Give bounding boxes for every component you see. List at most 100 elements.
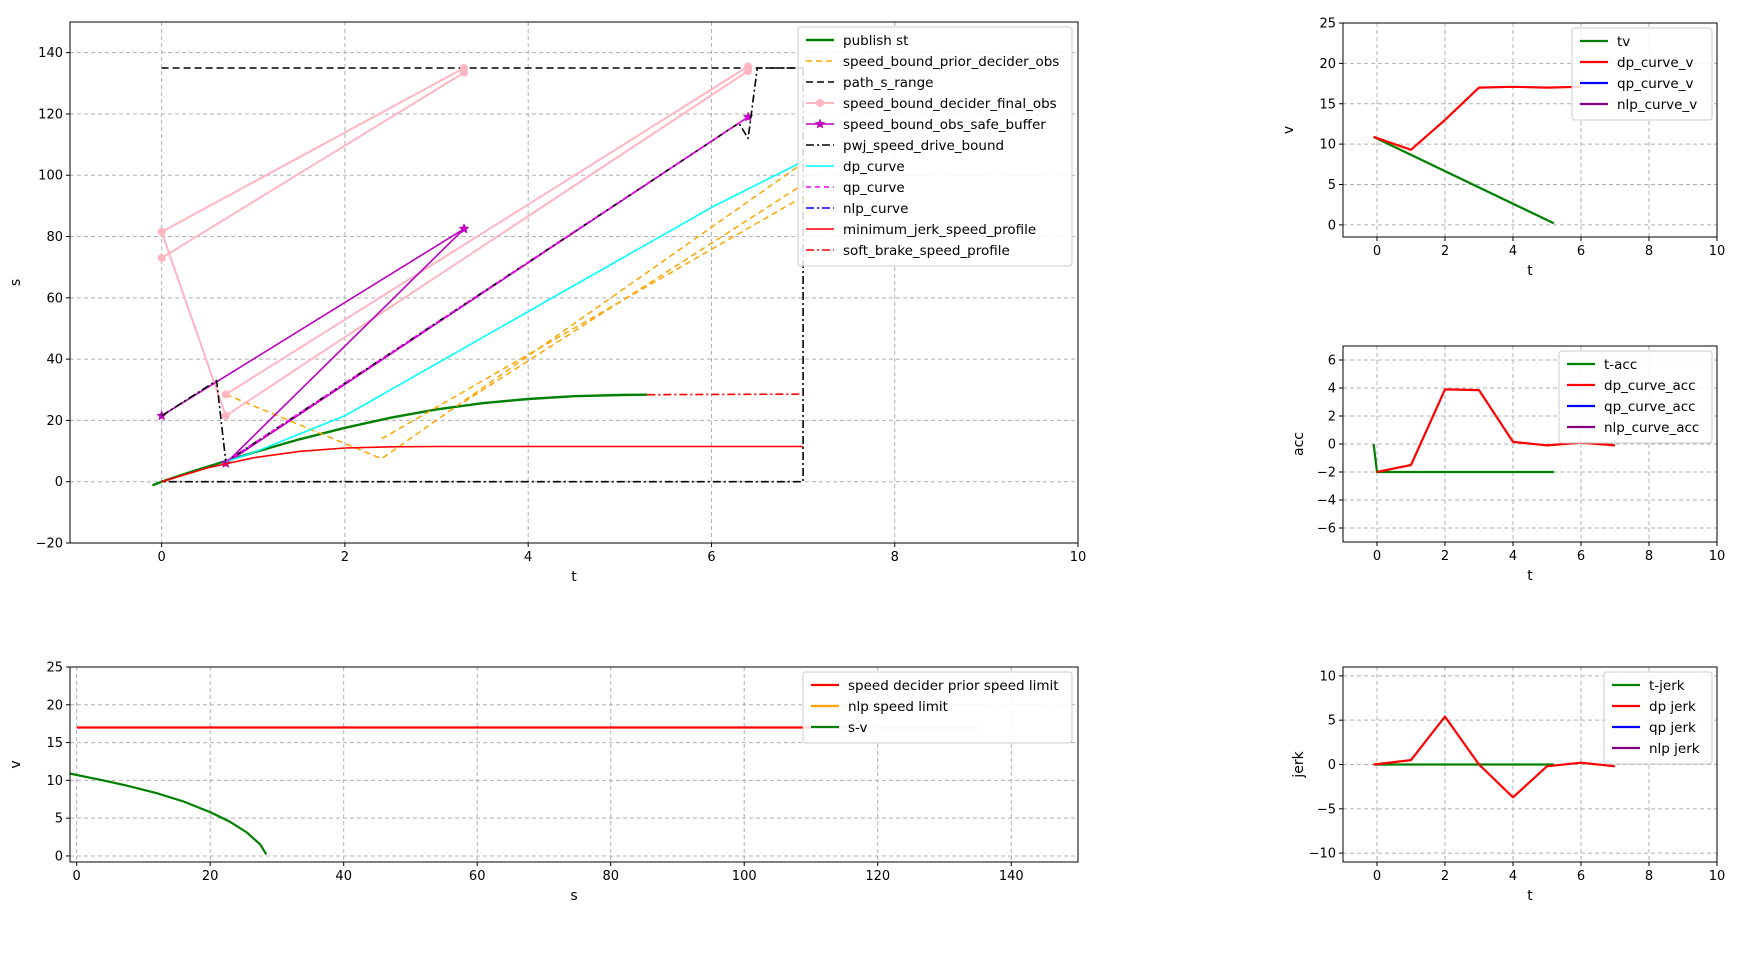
legend-box <box>797 26 1073 267</box>
x-tick-label: 6 <box>1577 869 1585 884</box>
x-tick-label: 60 <box>469 869 486 884</box>
x-tick-label: 8 <box>1645 244 1653 259</box>
y-tick-label: 25 <box>46 661 63 676</box>
y-tick-label: −10 <box>1309 847 1336 862</box>
chart-sv: 0 20 40 60 80 100 120 140 0 5 10 15 20 25 s v speed deci… <box>8 661 1079 904</box>
x-tick-label: 10 <box>1709 244 1726 259</box>
series-speed-bound-obs-safe-buffer-point <box>458 223 470 234</box>
legend-nlp-curve-acc-label: nlp_curve_acc <box>1604 420 1699 436</box>
legend-qp-curve-label: qp_curve <box>843 180 905 196</box>
legend-dp-curve-label: dp_curve <box>843 159 905 175</box>
axes-frame <box>1342 22 1718 238</box>
series-dp-curve-line <box>225 160 804 463</box>
legend-speed-bound-prior-decider-obs-label: speed_bound_prior_decider_obs <box>843 54 1059 70</box>
x-tick-label: 10 <box>1709 549 1726 564</box>
legend: tv dp_curve_v qp_curve_v nlp_curve_v <box>1571 27 1713 121</box>
x-tick-label: 2 <box>1441 244 1449 259</box>
series-pwj-speed-drive-bound-line <box>161 68 804 483</box>
x-tick-label: 6 <box>1577 244 1585 259</box>
x-tick-label: 0 <box>1373 549 1381 564</box>
x-axis-label: t <box>1527 888 1533 904</box>
x-tick-label: 6 <box>1577 549 1585 564</box>
legend-nlp-curve-v-label: nlp_curve_v <box>1617 97 1697 113</box>
series-minimum-jerk-speed-profile-line <box>161 445 804 483</box>
y-axis-label: acc <box>1291 432 1307 456</box>
series-speed-bound-decider-final-obs-point <box>744 67 753 76</box>
legend-speed-bound-obs-safe-buffer-label: speed_bound_obs_safe_buffer <box>843 117 1046 133</box>
y-tick-label: 0 <box>55 849 63 864</box>
y-tick-label: 0 <box>55 475 63 490</box>
x-tick-label: 6 <box>707 550 715 565</box>
x-tick-label: 0 <box>73 869 81 884</box>
legend: t-acc dp_curve_acc qp_curve_acc nlp_curve_a… <box>1558 350 1713 444</box>
y-tick-label: −5 <box>1317 802 1336 817</box>
y-tick-label: −20 <box>36 537 63 552</box>
y-tick-label: 40 <box>46 353 63 368</box>
x-tick-label: 2 <box>1441 869 1449 884</box>
x-axis-label: s <box>570 888 577 904</box>
series-speed-bound-decider-final-obs-line <box>161 71 465 259</box>
series-speed-bound-decider-final-obs-point <box>157 227 166 236</box>
series-dp-jerk-line <box>1373 715 1616 799</box>
chart-jerk: 0 2 4 6 8 10 −10 −5 0 5 10 t jerk t-jerk dp jerk qp jer… <box>1291 666 1726 904</box>
series-speed-bound-decider-final-obs-line <box>225 65 749 396</box>
x-tick-label: 40 <box>335 869 352 884</box>
legend-speed-decider-prior-speed-limit-label: speed decider prior speed limit <box>848 678 1059 694</box>
y-tick-label: 15 <box>1319 97 1336 112</box>
y-tick-label: 0 <box>1328 758 1336 773</box>
y-tick-label: 15 <box>46 736 63 751</box>
chart-tv: 0 2 4 6 8 100510152025tvtvdp_curve_vqp_curve_… <box>1281 17 1725 280</box>
y-axis-label: v <box>8 760 24 768</box>
chart-st: 0 2 4 6 8 10 −20 0 20 40 60 80 100 120 140 t s publish st… <box>8 21 1087 585</box>
series-speed-bound-decider-final-obs-line <box>160 231 227 417</box>
x-tick-label: 10 <box>1709 869 1726 884</box>
legend-box <box>1571 27 1713 121</box>
y-tick-label: −2 <box>1317 466 1336 481</box>
x-tick-label: 2 <box>341 550 349 565</box>
series-s-v-line <box>70 772 268 855</box>
legend-qp-jerk-label: qp jerk <box>1649 720 1696 736</box>
legend-qp-curve-acc-label: qp_curve_acc <box>1604 399 1696 415</box>
legend-box <box>1558 350 1713 444</box>
x-tick-label: 0 <box>1373 869 1381 884</box>
series-tv-line <box>1373 135 1555 225</box>
y-axis-label: jerk <box>1291 750 1307 778</box>
legend-box <box>802 671 1073 744</box>
series-publish-st-line <box>152 393 648 487</box>
legend-speed-bound-obs-safe-buffer-marker <box>814 118 826 129</box>
series-speed-bound-decider-final-obs-point <box>221 390 230 399</box>
y-tick-label: 140 <box>38 46 63 61</box>
x-tick-label: 0 <box>157 550 165 565</box>
x-axis-label: t <box>1527 568 1533 584</box>
legend-speed-bound-decider-final-obs-label: speed_bound_decider_final_obs <box>843 96 1057 112</box>
x-tick-label: 120 <box>865 869 890 884</box>
x-tick-label: 10 <box>1070 550 1087 565</box>
y-tick-label: 10 <box>1319 138 1336 153</box>
legend: speed decider prior speed limit nlp speed… <box>802 671 1073 744</box>
y-tick-label: −4 <box>1317 494 1336 509</box>
y-tick-label: 5 <box>1328 178 1336 193</box>
y-tick-label: 120 <box>38 107 63 122</box>
x-tick-label: 4 <box>1509 869 1517 884</box>
series-speed-bound-prior-decider-obs-line <box>225 162 804 460</box>
y-tick-label: 0 <box>1328 438 1336 453</box>
legend-nlp-curve-label: nlp_curve <box>843 201 908 217</box>
series-speed-bound-decider-final-obs-point <box>221 411 230 420</box>
x-tick-label: 2 <box>1441 549 1449 564</box>
legend-tv-label: tv <box>1617 34 1630 50</box>
series-dp-curve-v-line <box>1373 85 1582 151</box>
plot-area <box>1373 715 1616 799</box>
series-speed-bound-decider-final-obs-line <box>225 70 749 417</box>
x-tick-label: 100 <box>732 869 757 884</box>
series-speed-bound-decider-final-obs-line <box>161 67 465 233</box>
x-axis-label: t <box>1527 263 1533 279</box>
legend-dp-curve-v-label: dp_curve_v <box>1617 55 1693 71</box>
plot-area <box>152 62 804 487</box>
chart-acc: 0 2 4 6 8 10 −6 −4 −2 0 2 4 6 t acc t-acc dp_curve_accqp… <box>1291 345 1726 584</box>
legend: publish st speed_bound_prior_decider_obsp… <box>797 26 1073 267</box>
x-tick-label: 4 <box>1509 549 1517 564</box>
y-axis-label: s <box>8 279 24 286</box>
series-pwj-speed-drive-bound-line <box>161 67 804 463</box>
y-tick-label: 25 <box>1319 17 1336 32</box>
axes-frame <box>69 666 1079 863</box>
